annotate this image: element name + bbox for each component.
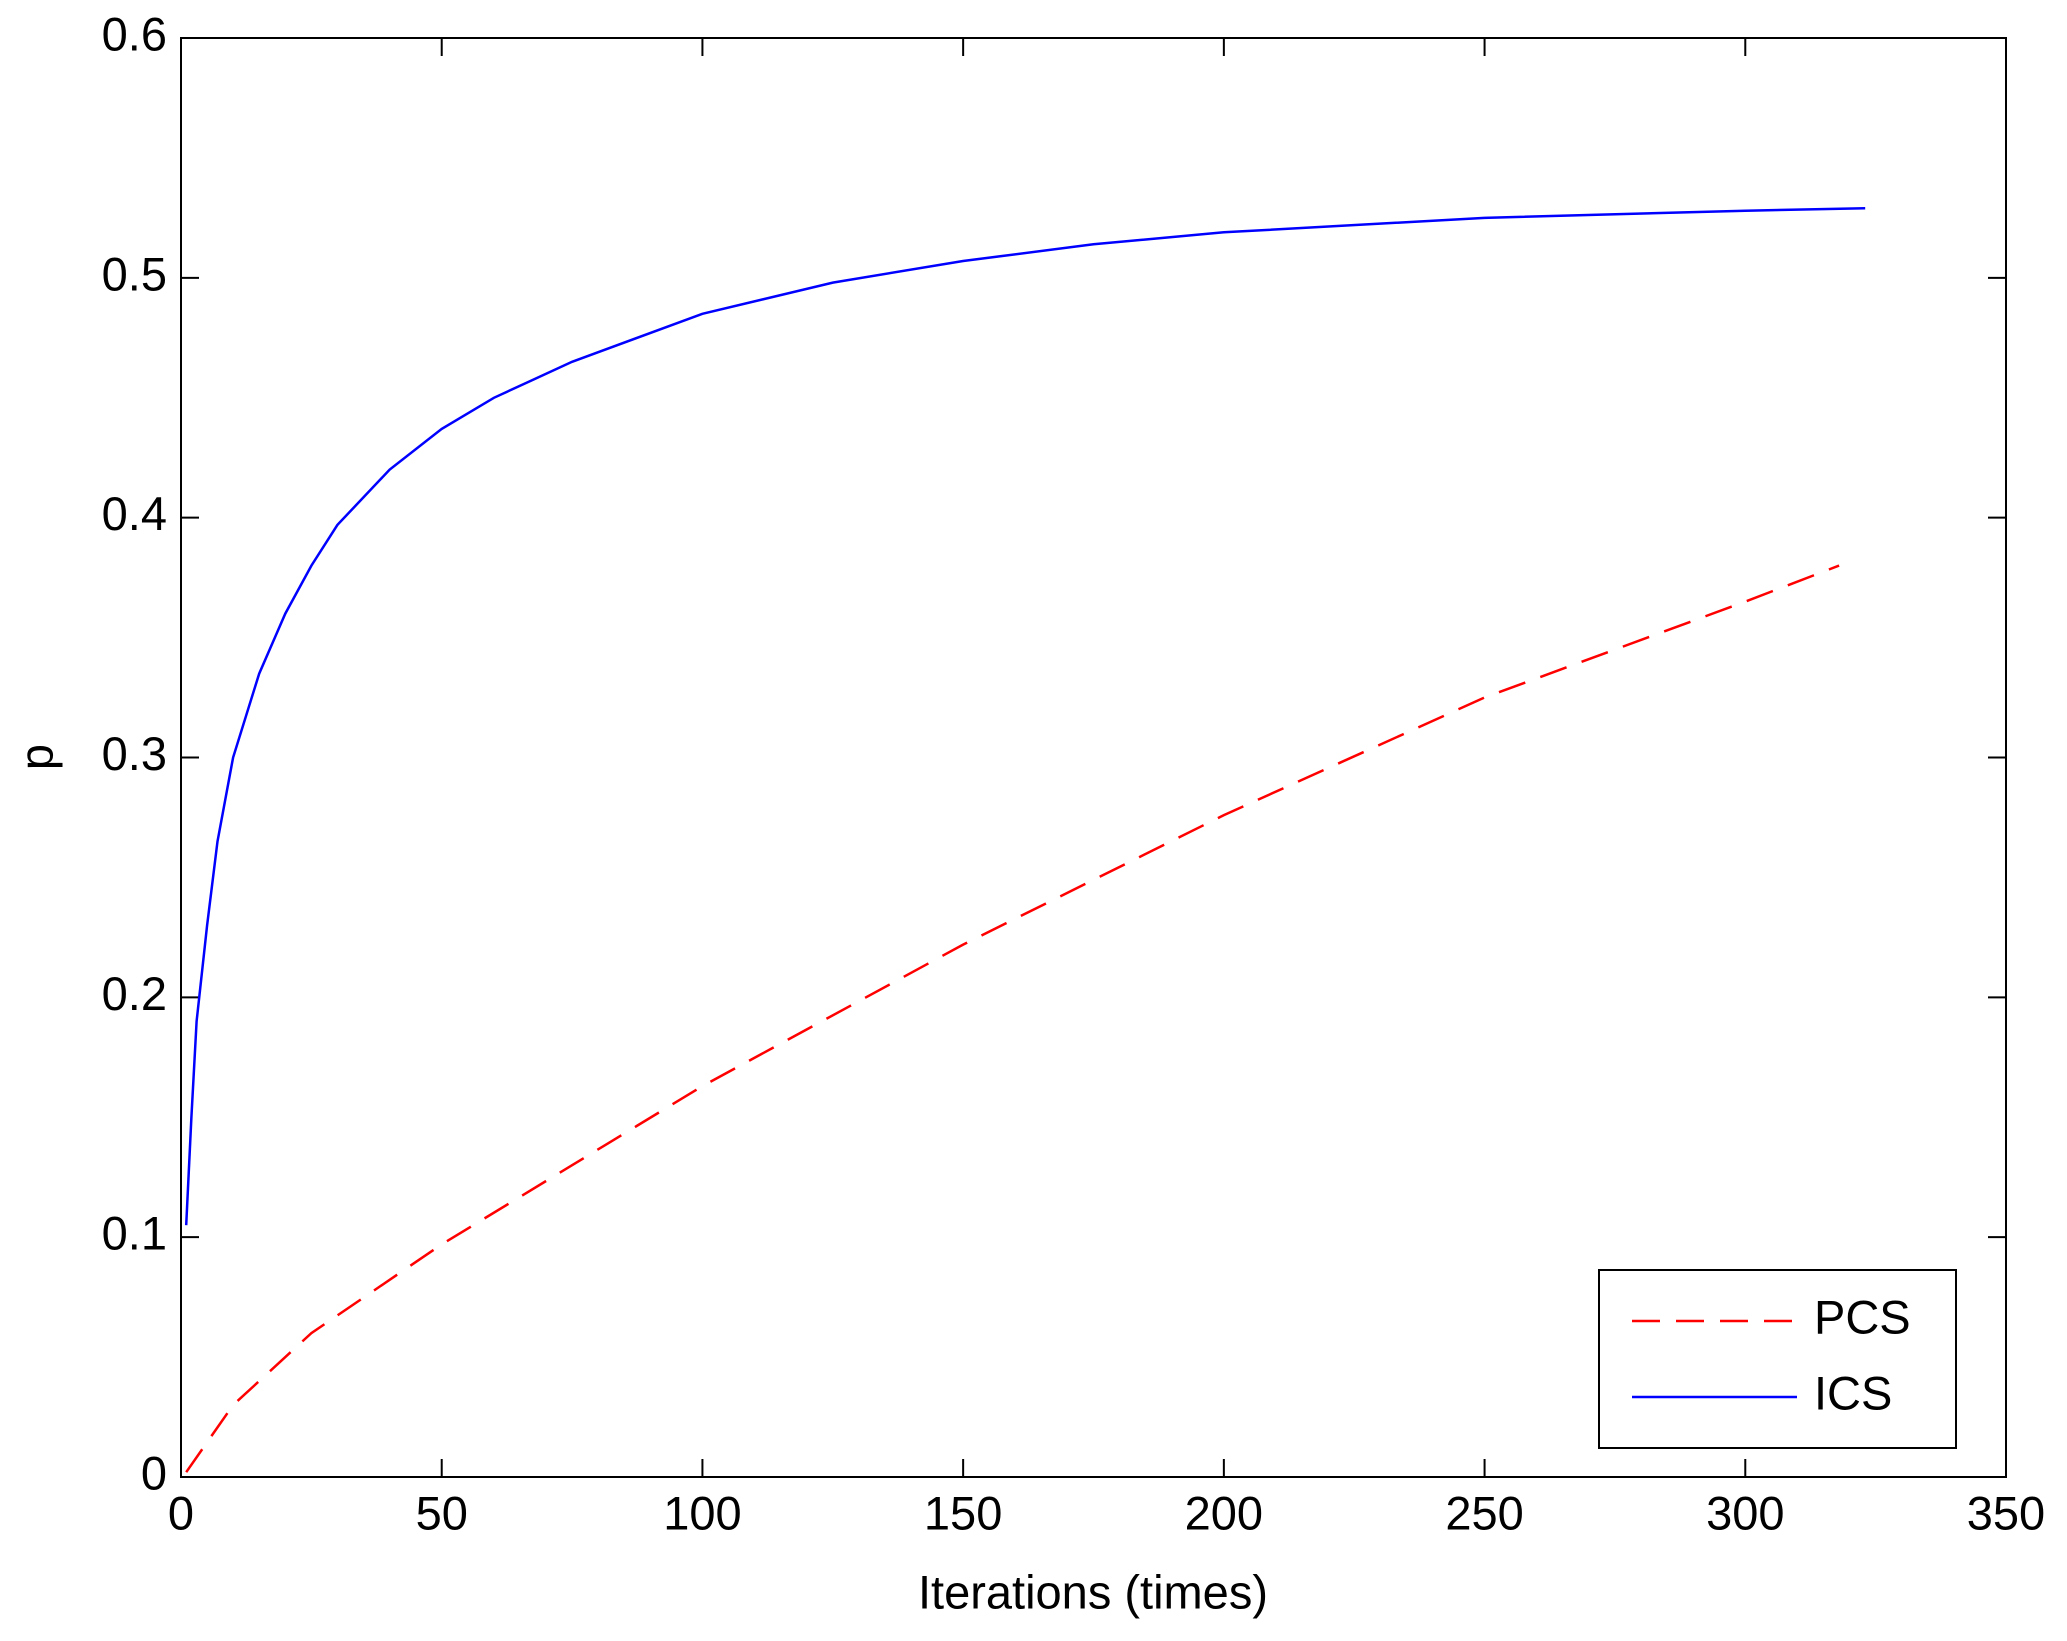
- legend-label: ICS: [1814, 1366, 1892, 1419]
- legend-box: [1598, 1269, 1957, 1449]
- y-tick-label: 0: [141, 1446, 167, 1499]
- x-tick-label: 50: [416, 1486, 468, 1539]
- y-tick-label: 0.4: [102, 487, 167, 540]
- series-line: [185, 564, 1840, 1473]
- x-tick-label: 150: [924, 1486, 1002, 1539]
- x-tick-label: 350: [1967, 1486, 2045, 1539]
- x-tick-label: 300: [1706, 1486, 1784, 1539]
- y-tick-label: 0.6: [102, 7, 167, 60]
- x-axis-label: Iterations (times): [918, 1565, 1268, 1618]
- plot-area: [180, 37, 2007, 1478]
- x-tick-label: 200: [1185, 1486, 1263, 1539]
- y-tick-label: 0.5: [102, 247, 167, 300]
- series-line: [184, 207, 1866, 1226]
- x-tick-label: 250: [1445, 1486, 1523, 1539]
- legend-label: PCS: [1814, 1290, 1911, 1343]
- y-tick-label: 0.1: [102, 1207, 167, 1260]
- y-tick-label: 0.2: [102, 967, 167, 1020]
- y-tick-label: 0.3: [102, 727, 167, 780]
- y-axis-label: p: [9, 744, 62, 770]
- x-tick-label: 0: [168, 1486, 194, 1539]
- x-tick-label: 100: [663, 1486, 741, 1539]
